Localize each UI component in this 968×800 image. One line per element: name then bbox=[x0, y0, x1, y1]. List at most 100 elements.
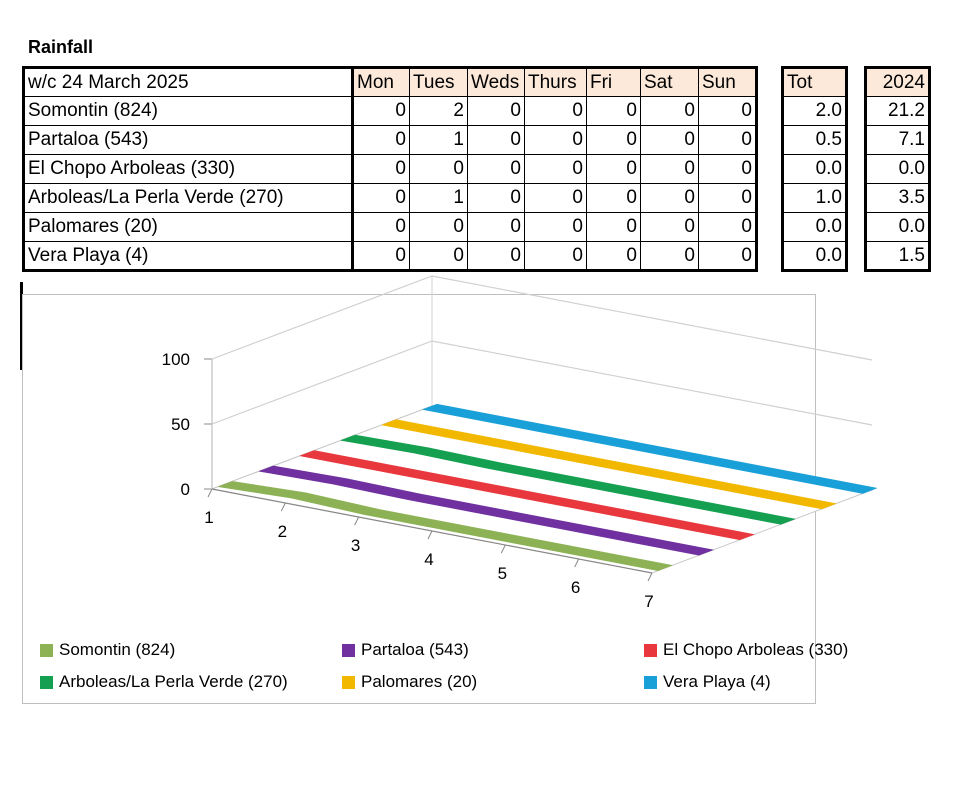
x-tick-label: 4 bbox=[424, 550, 433, 569]
tot-value: 0.0 bbox=[781, 212, 848, 242]
rain-value-weds: 0 bbox=[467, 212, 525, 242]
year-header: 2024 bbox=[864, 66, 931, 97]
day-header-sat: Sat bbox=[640, 66, 699, 97]
legend-label: Arboleas/La Perla Verde (270) bbox=[59, 672, 288, 691]
x-tick-label: 5 bbox=[498, 564, 507, 583]
table-row: Partaloa (543) 0 1 0 0 0 0 0 bbox=[22, 125, 758, 155]
legend-swatch bbox=[40, 675, 53, 689]
x-tick-label: 6 bbox=[571, 578, 580, 597]
rain-value-thurs: 0 bbox=[524, 241, 587, 272]
legend-label: Vera Playa (4) bbox=[663, 672, 771, 691]
station-name: Vera Playa (4) bbox=[22, 241, 354, 272]
series-ribbon-4 bbox=[380, 419, 837, 510]
year-value: 0.0 bbox=[864, 212, 931, 242]
day-header-thurs: Thurs bbox=[524, 66, 587, 97]
rain-value-tues: 1 bbox=[409, 125, 468, 155]
rain-value-thurs: 0 bbox=[524, 125, 587, 155]
page-title: Rainfall bbox=[28, 37, 94, 57]
series-ribbon-5 bbox=[421, 403, 878, 494]
rain-value-sat: 0 bbox=[640, 212, 699, 242]
table-row: 0.5 bbox=[781, 125, 848, 155]
rain-value-weds: 0 bbox=[467, 154, 525, 184]
legend-swatch bbox=[644, 675, 657, 689]
rain-value-sat: 0 bbox=[640, 125, 699, 155]
tot-value: 0.0 bbox=[781, 241, 848, 272]
rain-value-mon: 0 bbox=[352, 96, 410, 126]
legend-swatch bbox=[342, 675, 355, 689]
totals-table: Tot 2.0 0.5 0.0 1.0 0.0 0.0 bbox=[781, 66, 848, 272]
rain-value-sun: 0 bbox=[698, 125, 758, 155]
series-ribbon-0 bbox=[217, 481, 674, 571]
legend-label: Somontin (824) bbox=[59, 640, 176, 659]
year-value: 3.5 bbox=[864, 183, 931, 213]
x-tick-label: 7 bbox=[644, 592, 653, 611]
tot-header-row: Tot bbox=[781, 66, 848, 97]
gridline-100 bbox=[211, 275, 873, 361]
tot-value: 0.0 bbox=[781, 154, 848, 184]
rain-value-thurs: 0 bbox=[524, 96, 587, 126]
table-row: 1.5 bbox=[864, 241, 931, 272]
rain-value-mon: 0 bbox=[352, 183, 410, 213]
legend-swatch bbox=[40, 643, 53, 657]
legend-swatch bbox=[644, 643, 657, 657]
station-name: Somontin (824) bbox=[22, 96, 354, 126]
station-name: El Chopo Arboleas (330) bbox=[22, 154, 354, 184]
table-row: 0.0 bbox=[781, 212, 848, 242]
year-table: 2024 21.2 7.1 0.0 3.5 0.0 1.5 bbox=[864, 66, 931, 272]
legend-label: Partaloa (543) bbox=[361, 640, 469, 659]
table-row: 0.0 bbox=[781, 241, 848, 272]
x-tick-mark bbox=[574, 558, 580, 568]
rainfall-table: w/c 24 March 2025 Mon Tues Weds Thurs Fri Sat S… bbox=[22, 66, 758, 272]
series-ribbon-3 bbox=[339, 434, 797, 525]
x-tick-label: 1 bbox=[204, 508, 213, 527]
series-ribbon-1 bbox=[258, 465, 715, 556]
table-row: Somontin (824) 0 2 0 0 0 0 0 bbox=[22, 96, 758, 126]
x-tick-mark bbox=[280, 502, 286, 512]
legend-item: El Chopo Arboleas (330) bbox=[644, 640, 848, 660]
year-value: 7.1 bbox=[864, 125, 931, 155]
rain-value-fri: 0 bbox=[586, 241, 641, 272]
tot-header: Tot bbox=[781, 66, 848, 97]
day-header-fri: Fri bbox=[586, 66, 641, 97]
station-name: Partaloa (543) bbox=[22, 125, 354, 155]
y-tick-label: 0 bbox=[181, 480, 190, 499]
x-tick-label: 3 bbox=[351, 536, 360, 555]
rain-value-weds: 0 bbox=[467, 183, 525, 213]
year-value: 1.5 bbox=[864, 241, 931, 272]
table-row: Vera Playa (4) 0 0 0 0 0 0 0 bbox=[22, 241, 758, 272]
week-label: w/c 24 March 2025 bbox=[22, 66, 354, 97]
year-value: 21.2 bbox=[864, 96, 931, 126]
rain-value-tues: 0 bbox=[409, 212, 468, 242]
day-header-weds: Weds bbox=[467, 66, 525, 97]
legend-item: Vera Playa (4) bbox=[644, 672, 771, 692]
rain-value-tues: 2 bbox=[409, 96, 468, 126]
x-tick-mark bbox=[427, 530, 433, 540]
day-header-sun: Sun bbox=[698, 66, 758, 97]
series-ribbon-2 bbox=[298, 450, 756, 541]
legend-item: Palomares (20) bbox=[342, 672, 477, 692]
tot-value: 0.5 bbox=[781, 125, 848, 155]
x-tick-mark bbox=[354, 516, 360, 526]
table-left-border bbox=[20, 282, 23, 370]
table-header-row: w/c 24 March 2025 Mon Tues Weds Thurs Fri Sat S… bbox=[22, 66, 758, 97]
table-row: 0.0 bbox=[781, 154, 848, 184]
legend-item: Somontin (824) bbox=[40, 640, 175, 660]
y-tick-label: 50 bbox=[171, 415, 190, 434]
rain-value-tues: 0 bbox=[409, 154, 468, 184]
day-header-tues: Tues bbox=[409, 66, 468, 97]
station-name: Palomares (20) bbox=[22, 212, 354, 242]
legend-item: Partaloa (543) bbox=[342, 640, 469, 660]
rain-value-mon: 0 bbox=[352, 241, 410, 272]
rain-value-sun: 0 bbox=[698, 241, 758, 272]
table-row: 0.0 bbox=[864, 212, 931, 242]
gridline-50 bbox=[211, 340, 873, 426]
rain-value-thurs: 0 bbox=[524, 183, 587, 213]
x-tick-mark bbox=[500, 544, 506, 554]
rain-value-tues: 0 bbox=[409, 241, 468, 272]
rain-value-sun: 0 bbox=[698, 154, 758, 184]
x-tick-mark bbox=[207, 488, 213, 498]
year-header-row: 2024 bbox=[864, 66, 931, 97]
rain-value-fri: 0 bbox=[586, 212, 641, 242]
rain-value-sun: 0 bbox=[698, 96, 758, 126]
